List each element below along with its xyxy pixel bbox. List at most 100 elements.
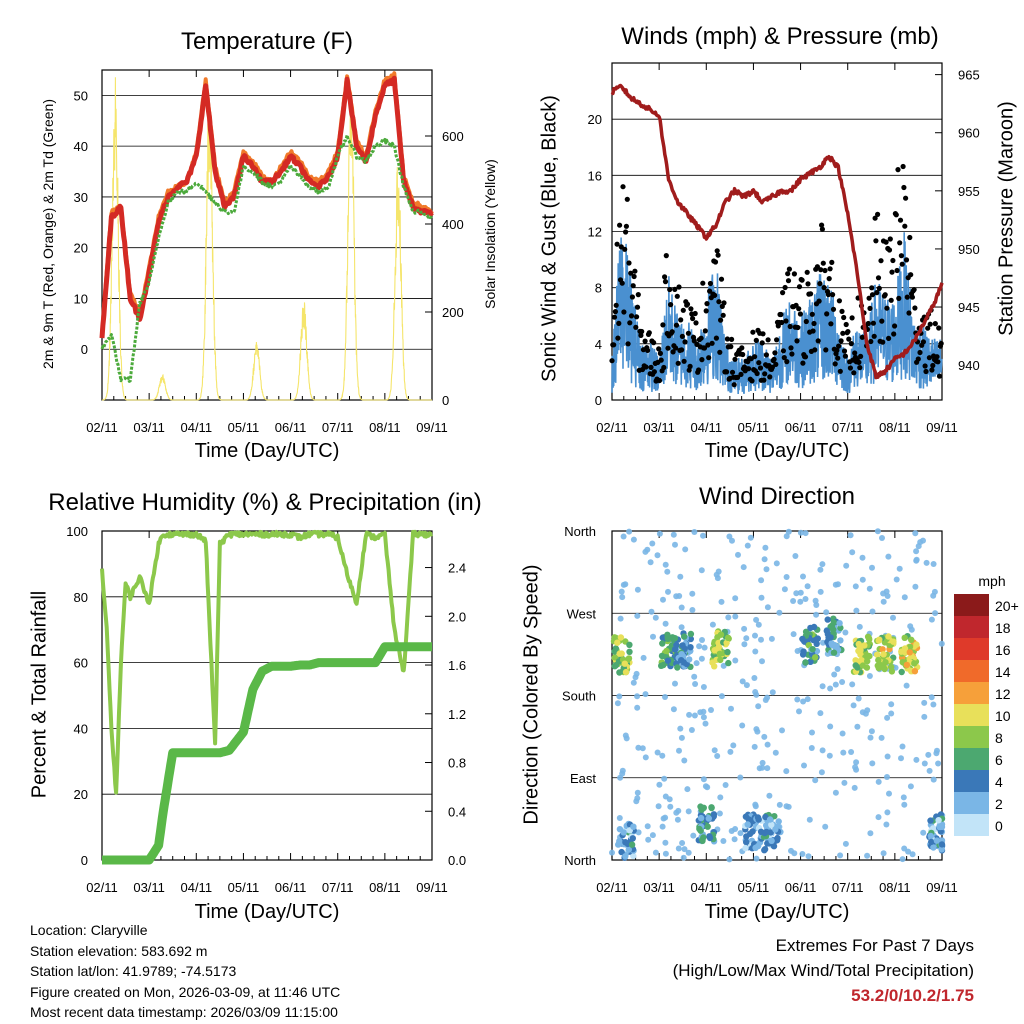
- humidity-xtick-label: 06/11: [275, 880, 307, 895]
- direction-point: [699, 637, 705, 643]
- gust-point: [687, 363, 693, 369]
- gust-point: [897, 240, 903, 246]
- direction-point: [884, 714, 891, 721]
- gust-point: [628, 270, 634, 276]
- gust-point: [816, 298, 822, 304]
- direction-point: [724, 648, 731, 656]
- direction-point: [688, 727, 695, 733]
- direction-point: [701, 644, 708, 651]
- extremes-subheading: (High/Low/Max Wind/Total Precipitation): [672, 961, 974, 980]
- temperature-title: Temperature (F): [180, 28, 354, 55]
- direction-point: [724, 634, 732, 641]
- direction-point: [884, 593, 891, 599]
- direction-point: [725, 614, 732, 621]
- colorbar-swatch: [954, 704, 989, 726]
- gust-point: [890, 257, 896, 264]
- gust-point: [658, 357, 664, 363]
- gust-point: [891, 331, 897, 337]
- winds-y2tick-label: 945: [958, 300, 980, 315]
- humidity-ytick-label: 80: [74, 590, 88, 605]
- humidity-ytick-label: 100: [66, 524, 88, 539]
- direction-point: [823, 609, 830, 616]
- winds-y2tick-label: 965: [958, 68, 980, 83]
- gust-point: [645, 347, 651, 353]
- direction-point: [835, 581, 841, 588]
- direction-point: [927, 832, 934, 840]
- direction-point: [800, 573, 806, 580]
- gust-point: [704, 301, 710, 307]
- direction-point: [727, 748, 734, 755]
- gust-point: [698, 335, 704, 341]
- colorbar-label: 20+: [995, 598, 1019, 614]
- direction-point: [880, 651, 887, 658]
- direction-point: [647, 559, 654, 566]
- direction-point: [928, 694, 935, 701]
- direction-point: [827, 634, 834, 641]
- direction-point: [809, 646, 816, 653]
- gust-point: [835, 355, 841, 361]
- direction-point: [682, 546, 689, 553]
- direction-point: [876, 636, 883, 643]
- temperature-y2tick-label: 0: [442, 393, 449, 408]
- direction-point: [720, 662, 727, 669]
- direction-point: [864, 852, 871, 859]
- direction-point: [879, 646, 886, 653]
- gust-point: [808, 291, 814, 297]
- direction-point: [801, 762, 807, 769]
- direction-point: [711, 747, 718, 754]
- gust-point: [892, 323, 898, 329]
- humidity-title: Relative Humidity (%) & Precipitation (i…: [48, 489, 482, 516]
- colorbar-label: 12: [995, 686, 1011, 702]
- gust-point: [642, 338, 648, 344]
- direction-point: [620, 533, 627, 540]
- direction-point: [686, 711, 693, 718]
- gust-point: [685, 330, 692, 336]
- direction-point: [874, 651, 881, 658]
- gust-point: [872, 215, 878, 221]
- direction-point: [912, 530, 919, 537]
- direction-point: [662, 814, 669, 821]
- gust-point: [612, 309, 619, 315]
- direction-point: [837, 852, 844, 859]
- gust-point: [717, 349, 723, 355]
- direction-point: [869, 760, 876, 767]
- direction-point: [662, 850, 669, 857]
- gust-point: [839, 308, 845, 314]
- direction-point: [800, 698, 807, 705]
- gust-point: [721, 300, 727, 306]
- gust-point: [623, 229, 629, 235]
- gust-point: [865, 320, 871, 327]
- gust-point: [852, 350, 858, 356]
- direction-point: [680, 854, 687, 861]
- gust-point: [761, 377, 767, 383]
- direction-point: [928, 838, 935, 846]
- gust-point: [882, 292, 888, 298]
- direction-point: [645, 836, 652, 843]
- direction-point: [877, 661, 884, 669]
- direction-point: [779, 727, 785, 734]
- direction-point: [752, 801, 759, 808]
- gust-point: [930, 362, 936, 369]
- winds-title: Winds (mph) & Pressure (mb): [621, 23, 939, 50]
- colorbar-swatch: [954, 770, 989, 792]
- gust-point: [623, 223, 630, 229]
- humidity-ytick-label: 20: [74, 787, 88, 802]
- direction-point: [717, 656, 724, 664]
- direction-point: [781, 586, 788, 593]
- direction-point: [697, 814, 705, 822]
- gust-point: [789, 351, 795, 357]
- temperature-ytick-label: 50: [74, 88, 88, 103]
- direction-point: [725, 659, 732, 667]
- direction-point: [654, 749, 661, 756]
- humidity-y2tick-label: 1.2: [448, 707, 466, 722]
- gust-point: [632, 268, 638, 274]
- direction-point: [678, 651, 685, 658]
- gust-point: [817, 281, 823, 287]
- winds-y2tick-label: 960: [958, 126, 980, 141]
- direction-point: [799, 651, 807, 658]
- direction-point: [848, 749, 855, 755]
- direction-point: [906, 649, 913, 656]
- gust-point: [820, 260, 826, 266]
- temperature-xtick-label: 04/11: [180, 420, 212, 435]
- direction-point: [692, 681, 699, 687]
